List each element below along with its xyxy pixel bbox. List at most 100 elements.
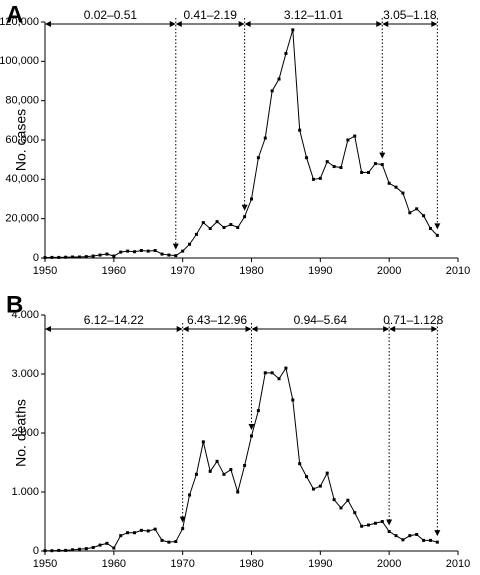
data-point <box>57 548 61 552</box>
data-point <box>181 527 185 531</box>
data-point <box>325 160 329 164</box>
data-point <box>373 162 377 166</box>
arrow-head <box>245 326 252 332</box>
data-point <box>160 538 164 542</box>
y-axis-label: No. cases <box>13 109 29 171</box>
data-point <box>332 165 336 169</box>
data-point <box>298 462 302 466</box>
data-point <box>401 538 405 542</box>
data-point <box>64 255 68 259</box>
arrow-head <box>376 21 383 27</box>
data-point <box>270 89 274 93</box>
data-point <box>201 440 205 444</box>
y-tick-label: 4.000 <box>11 309 39 321</box>
data-point <box>236 490 240 494</box>
data-point <box>215 220 219 224</box>
data-point <box>64 548 68 552</box>
data-point <box>50 549 54 553</box>
x-tick-label: 1950 <box>33 265 57 277</box>
y-tick-label: 60,000 <box>5 134 39 146</box>
data-point <box>380 520 384 523</box>
data-point <box>277 377 281 381</box>
data-point <box>132 531 136 535</box>
data-point <box>243 463 247 467</box>
data-point <box>139 249 143 253</box>
arrow-head <box>389 326 396 332</box>
data-point <box>119 534 123 538</box>
data-point <box>415 532 419 536</box>
data-point <box>112 546 116 550</box>
data-point <box>105 541 109 545</box>
data-point <box>415 207 419 211</box>
range-label: 0.41–2.19 <box>184 8 238 22</box>
data-point <box>373 521 377 525</box>
panel-label: B <box>6 291 23 318</box>
data-point <box>215 459 219 463</box>
data-point <box>367 523 371 527</box>
range-label: 6.43–12.96 <box>187 313 247 327</box>
range-label: 0.94–5.64 <box>294 313 348 327</box>
data-point <box>394 534 398 538</box>
data-point <box>98 543 102 547</box>
data-point <box>387 530 391 534</box>
arrow-head <box>251 326 258 332</box>
divider-arrow <box>241 204 248 211</box>
data-point <box>167 253 171 257</box>
data-point <box>188 242 192 246</box>
data-point <box>346 138 350 142</box>
data-point <box>146 249 150 253</box>
range-label: 3.05–1.18 <box>383 8 437 22</box>
y-tick-label: 40,000 <box>5 173 39 185</box>
data-point <box>360 524 364 528</box>
data-point <box>305 475 309 479</box>
data-point <box>422 214 426 218</box>
data-point <box>91 254 95 258</box>
y-tick-label: 20,000 <box>5 213 39 225</box>
range-label: 0.02–0.51 <box>84 8 138 22</box>
data-point <box>332 498 336 502</box>
data-point <box>311 487 315 491</box>
data-point <box>160 252 164 256</box>
data-point <box>263 371 267 375</box>
divider-arrow <box>434 530 441 537</box>
data-point <box>77 547 81 551</box>
arrow-head <box>182 326 189 332</box>
data-point <box>250 197 253 201</box>
range-label: 6.12–14.22 <box>84 313 144 327</box>
data-point <box>311 177 315 181</box>
range-label: 0.71–1.128 <box>383 313 443 327</box>
y-tick-label: 1.000 <box>11 486 39 498</box>
y-axis-label: No. deaths <box>13 399 29 467</box>
data-point <box>277 77 281 81</box>
data-point <box>208 469 212 473</box>
divider-arrow <box>379 152 386 159</box>
data-point <box>318 176 322 180</box>
data-point <box>146 529 150 533</box>
data-point <box>84 255 88 259</box>
data-point <box>263 136 267 140</box>
x-tick-label: 1960 <box>102 265 126 277</box>
data-point <box>401 191 405 195</box>
data-point <box>236 226 240 230</box>
data-point <box>428 538 432 542</box>
data-point <box>325 471 329 475</box>
x-tick-label: 1980 <box>239 265 263 277</box>
x-tick-label: 1970 <box>170 265 194 277</box>
data-point <box>256 156 260 160</box>
arrow-head <box>383 326 390 332</box>
data-point <box>43 256 47 260</box>
x-tick-label: 2010 <box>446 265 470 277</box>
data-point <box>139 528 143 532</box>
data-point <box>394 185 398 189</box>
x-tick-label: 1990 <box>308 558 332 570</box>
data-point <box>84 547 88 551</box>
divider-arrow <box>386 519 393 526</box>
arrow-head <box>175 21 182 27</box>
data-point <box>153 527 157 531</box>
arrow-head <box>431 326 438 332</box>
data-point <box>112 254 116 258</box>
data-point <box>353 511 357 515</box>
data-point <box>57 255 61 259</box>
data-point <box>174 540 178 544</box>
data-point <box>387 181 391 185</box>
